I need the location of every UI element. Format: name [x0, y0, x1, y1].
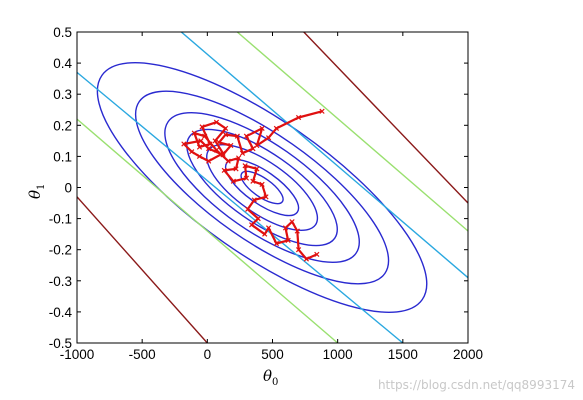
y-tick-label: -0.2	[49, 243, 72, 258]
descent-point-50	[282, 225, 289, 231]
descent-point-49	[285, 237, 291, 243]
descent-point-9	[239, 150, 246, 156]
descent-point-28	[191, 130, 197, 136]
contour-line-2	[180, 32, 468, 279]
descent-point-43	[245, 206, 251, 212]
descent-point-3	[273, 125, 280, 132]
descent-point-40	[259, 181, 265, 188]
descent-point-14	[220, 152, 226, 158]
descent-point-34	[221, 167, 227, 174]
descent-point-22	[212, 138, 218, 144]
descent-point-4	[265, 135, 272, 141]
contour-line-6	[303, 32, 468, 204]
descent-point-42	[251, 197, 257, 203]
descent-point-8	[250, 146, 256, 152]
descent-point-33	[233, 166, 239, 172]
descent-point-7	[243, 133, 250, 139]
descent-point-19	[196, 153, 203, 160]
descent-point-25	[199, 124, 205, 130]
y-tick-label: 0.5	[53, 25, 72, 40]
x-axis-label-subscript: 0	[272, 377, 278, 388]
x-tick-label: 1500	[388, 347, 418, 362]
descent-point-55	[314, 251, 320, 257]
descent-point-51	[289, 219, 295, 225]
descent-point-18	[189, 149, 195, 155]
x-axis-label: θ 0	[263, 367, 278, 388]
x-tick-label: 500	[261, 347, 284, 362]
descent-point-39	[250, 178, 256, 184]
y-tick-label: -0.4	[49, 305, 73, 320]
descent-point-45	[249, 222, 255, 228]
contour-ellipse-6	[134, 90, 390, 285]
y-axis-label-subscript: 1	[36, 184, 47, 190]
gradient-descent-path	[181, 108, 325, 262]
descent-point-44	[255, 215, 261, 222]
descent-point-48	[273, 240, 280, 247]
descent-point-12	[216, 139, 222, 146]
descent-point-52	[294, 228, 300, 234]
descent-point-24	[213, 119, 220, 125]
x-tick-label: 0	[204, 347, 212, 362]
axis-ticks: -1000 -500 0 500 1000 1500 2000 0.5 0.4 0.3 0.2 0.1…	[49, 25, 483, 362]
descent-point-37	[242, 163, 248, 169]
x-tick-label: -1000	[60, 347, 95, 362]
y-tick-label: 0.3	[53, 87, 72, 102]
y-tick-label: 0.4	[53, 56, 72, 71]
descent-point-2	[295, 114, 302, 121]
descent-point-23	[222, 125, 229, 132]
contour-line-4	[236, 32, 468, 232]
descent-point-29	[202, 133, 208, 139]
y-axis-label-symbol: θ	[26, 190, 44, 199]
descent-point-46	[262, 231, 268, 237]
y-tick-label: 0	[64, 181, 72, 196]
descent-point-47	[265, 225, 272, 231]
descent-point-20	[206, 158, 212, 164]
contour-ellipse-4	[186, 128, 338, 247]
descent-point-32	[235, 155, 242, 161]
descent-point-11	[222, 132, 229, 138]
descent-point-31	[225, 158, 231, 164]
descent-point-15	[206, 146, 212, 152]
contour-ellipse-5	[164, 111, 360, 264]
x-tick-label: 2000	[453, 347, 483, 362]
descent-point-16	[198, 138, 204, 144]
descent-point-17	[181, 141, 187, 147]
y-tick-label: 0.1	[53, 149, 72, 164]
descent-point-30	[213, 147, 220, 153]
descent-point-1	[319, 108, 325, 114]
contour-ellipse-1	[240, 170, 284, 205]
contour-line-5	[77, 196, 208, 343]
y-tick-label: -0.1	[49, 212, 72, 227]
x-axis-label-symbol: θ	[263, 367, 272, 385]
y-tick-label: -0.3	[49, 274, 72, 289]
watermark: https://blog.csdn.net/qq8993174	[377, 378, 575, 392]
y-axis-label: θ 1	[26, 184, 47, 199]
descent-point-27	[196, 144, 203, 150]
x-tick-label: -500	[129, 347, 156, 362]
contour-layer	[77, 32, 468, 343]
contour-ellipse-7	[96, 62, 428, 313]
descent-point-35	[230, 178, 237, 184]
descent-point-10	[234, 133, 240, 139]
y-tick-label: 0.2	[53, 118, 72, 133]
descent-point-38	[254, 166, 260, 172]
contour-line-1	[77, 71, 404, 343]
descent-point-54	[303, 256, 310, 262]
descent-point-41	[263, 194, 269, 200]
x-tick-label: 1000	[323, 347, 353, 362]
y-tick-label: -0.5	[49, 336, 72, 351]
descent-point-26	[207, 141, 213, 147]
descent-point-36	[243, 175, 250, 181]
contour-line-3	[77, 118, 339, 343]
plot-frame	[76, 31, 469, 344]
descent-point-6	[259, 125, 265, 132]
descent-point-13	[228, 142, 234, 149]
descent-point-53	[295, 247, 302, 253]
descent-point-21	[220, 150, 226, 156]
